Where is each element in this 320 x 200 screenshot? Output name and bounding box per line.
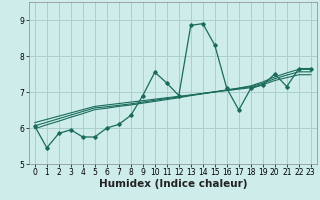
X-axis label: Humidex (Indice chaleur): Humidex (Indice chaleur): [99, 179, 247, 189]
